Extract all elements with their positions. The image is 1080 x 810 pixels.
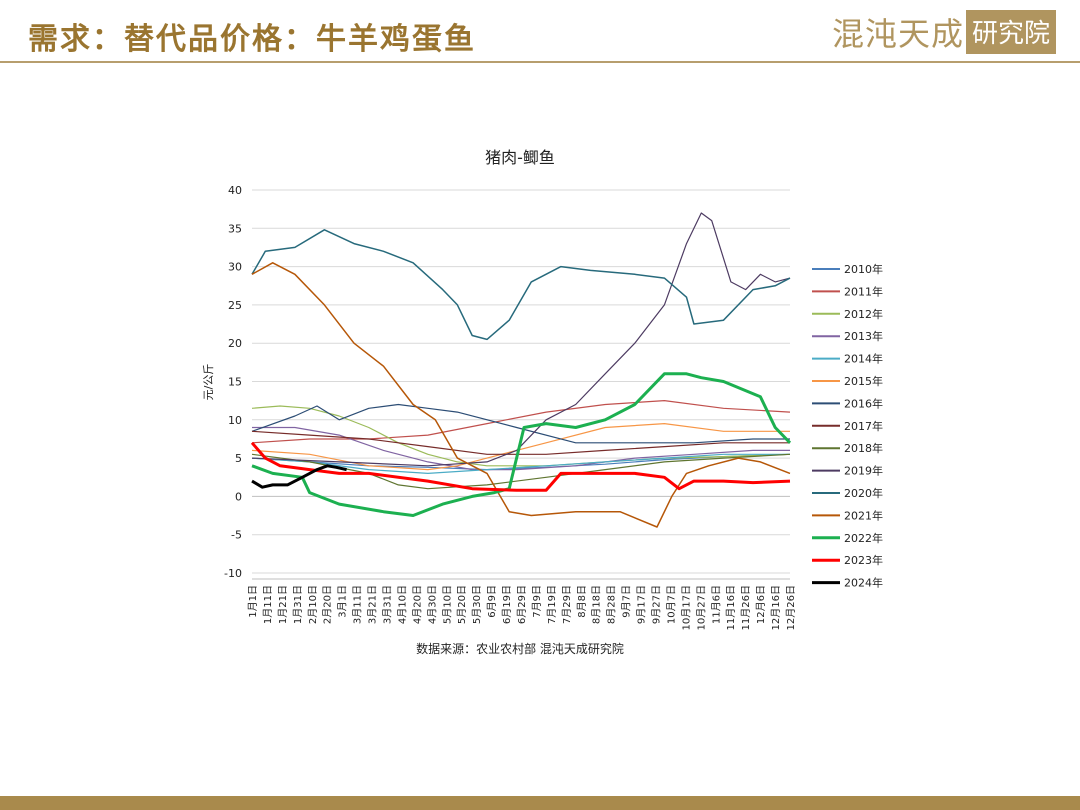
x-tick-label: 2月10日 — [307, 585, 319, 624]
legend-label: 2013年 — [844, 329, 883, 343]
x-tick-label: 2月20日 — [322, 585, 334, 624]
x-tick-label: 6月9日 — [486, 585, 498, 618]
x-tick-label: 7月9日 — [531, 585, 543, 618]
x-tick-label: 11月16日 — [725, 585, 737, 630]
series-line — [251, 464, 347, 489]
y-tick-label: 30 — [228, 261, 242, 274]
legend-label: 2021年 — [844, 508, 883, 522]
y-axis-label: 元/公斤 — [202, 364, 215, 401]
x-tick-label: 5月20日 — [456, 585, 468, 624]
series-line — [251, 453, 791, 490]
y-tick-label: 40 — [228, 184, 242, 197]
legend-label: 2020年 — [844, 486, 883, 500]
x-tick-label: 1月1日 — [247, 585, 259, 618]
x-tick-label: 9月17日 — [636, 585, 648, 624]
page-title: 需求：替代品价格：牛羊鸡蛋鱼 — [28, 22, 476, 57]
series-line — [251, 229, 791, 341]
series-line — [251, 453, 790, 474]
x-tick-label: 6月29日 — [516, 585, 528, 624]
legend: 2010年 2011年 2012年 2013年 2014年 2015年 2016年 2017年… — [812, 262, 883, 590]
legend-label: 2019年 — [844, 464, 883, 478]
y-tick-label: -10 — [224, 567, 242, 580]
x-tick-label: 8月8日 — [576, 585, 588, 618]
x-axis: 1月1日 1月11日 1月21日 1月31日 2月10日 2月20日 3月1日 3月11日 3月… — [247, 578, 797, 630]
x-tick-label: 8月18日 — [591, 585, 603, 624]
legend-label: 2014年 — [844, 352, 883, 366]
x-tick-label: 6月19日 — [501, 585, 513, 624]
x-tick-label: 5月10日 — [441, 585, 453, 624]
y-tick-label: 25 — [228, 299, 242, 312]
series-line — [251, 262, 791, 528]
x-tick-label: 10月27日 — [695, 585, 707, 630]
x-tick-label: 11月6日 — [710, 585, 722, 624]
legend-label: 2010年 — [844, 262, 883, 276]
series-line — [250, 441, 791, 492]
gridlines — [252, 189, 790, 574]
y-tick-label: 5 — [235, 452, 242, 465]
x-tick-label: 5月30日 — [471, 585, 483, 624]
x-tick-label: 4月30日 — [426, 585, 438, 624]
x-tick-label: 1月11日 — [262, 585, 274, 624]
x-tick-label: 3月31日 — [382, 585, 394, 624]
x-tick-label: 10月17日 — [680, 585, 692, 630]
legend-label: 2024年 — [844, 576, 883, 590]
legend-label: 2012年 — [844, 307, 883, 321]
series-line — [251, 453, 791, 471]
y-tick-label: 10 — [228, 414, 242, 427]
header-divider — [0, 61, 1080, 63]
x-tick-label: 7月29日 — [561, 585, 573, 624]
x-tick-label: 8月28日 — [606, 585, 618, 624]
y-tick-label: 0 — [235, 490, 242, 503]
series-line — [251, 372, 792, 517]
x-tick-label: 12月16日 — [770, 585, 782, 630]
series-line — [251, 400, 791, 444]
x-tick-label: 4月10日 — [396, 585, 408, 624]
x-tick-label: 1月31日 — [292, 585, 304, 624]
logo-box: 研究院 — [965, 10, 1056, 54]
y-axis: -10 -5 0 5 10 15 20 25 30 35 40 — [224, 184, 242, 580]
series-line — [251, 403, 790, 444]
series-line — [251, 212, 791, 467]
x-tick-label: 4月20日 — [411, 585, 423, 624]
footer-bar — [0, 796, 1080, 810]
y-tick-label: 20 — [228, 337, 242, 350]
line-chart: 猪肉-鲫鱼 -10 -5 0 5 10 15 20 25 30 35 40 1月1日 1月11日 1月2… — [202, 148, 883, 630]
legend-label: 2016年 — [844, 396, 883, 410]
y-tick-label: 15 — [228, 376, 242, 389]
x-tick-label: 3月21日 — [367, 585, 379, 624]
x-tick-label: 9月27日 — [651, 585, 663, 624]
x-tick-label: 7月19日 — [546, 585, 558, 624]
x-tick-label: 10月7日 — [665, 585, 677, 624]
series-lines — [250, 212, 792, 528]
legend-label: 2023年 — [844, 553, 883, 567]
legend-label: 2018年 — [844, 441, 883, 455]
x-tick-label: 9月7日 — [621, 585, 633, 618]
legend-label: 2015年 — [844, 374, 883, 388]
y-tick-label: -5 — [231, 529, 242, 542]
legend-label: 2022年 — [844, 531, 883, 545]
x-tick-label: 12月6日 — [755, 585, 767, 624]
logo-text: 混沌天成 — [831, 15, 964, 53]
x-tick-label: 12月26日 — [785, 585, 797, 630]
x-tick-label: 3月1日 — [337, 585, 349, 618]
y-tick-label: 35 — [228, 222, 242, 235]
legend-label: 2017年 — [844, 419, 883, 433]
x-tick-label: 11月26日 — [740, 585, 752, 630]
x-tick-label: 3月11日 — [352, 585, 364, 624]
x-tick-label: 1月21日 — [277, 585, 289, 624]
data-source: 数据来源：农业农村部 混沌天成研究院 — [416, 642, 624, 656]
chart-title: 猪肉-鲫鱼 — [485, 148, 555, 167]
brand-logo: 混沌天成 研究院 — [832, 10, 1056, 54]
legend-label: 2011年 — [844, 284, 883, 298]
